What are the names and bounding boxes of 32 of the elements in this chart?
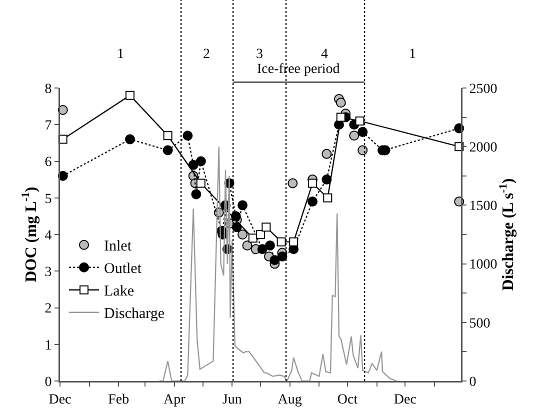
legend-label: Outlet (104, 261, 142, 278)
y2-tick-label: 1000 (469, 258, 498, 273)
y-tick-label: 6 (44, 155, 52, 170)
legend-label: Inlet (104, 238, 132, 255)
y-tick-label: 7 (44, 118, 52, 134)
x-tick-label: Aug (278, 392, 302, 408)
y-tick-label: 3 (44, 265, 52, 280)
text: 2 (203, 47, 210, 62)
y-tick-label: 0 (44, 374, 52, 390)
y2-tick-label: 2500 (469, 82, 498, 97)
x-tick-label: Feb (108, 392, 130, 408)
legend-label: Discharge (104, 306, 165, 322)
text: 1 (117, 47, 124, 62)
x-tick-label: Dec (394, 392, 416, 408)
x-tick-label: Jun (222, 392, 242, 408)
text: 4 (321, 47, 328, 62)
y2-tick-label: 2000 (469, 140, 498, 156)
text: Ice-free period (257, 62, 340, 77)
y2-tick-label: 0 (469, 374, 476, 390)
x-tick-label: Oct (337, 392, 358, 408)
y2-tick-label: 1500 (469, 199, 498, 214)
y-tick-label: 4 (44, 228, 52, 244)
text: 3 (256, 47, 263, 62)
y-tick-label: 5 (44, 192, 52, 207)
y-tick-label: 8 (44, 82, 52, 97)
x-tick-label: Apr (164, 392, 186, 408)
x-tick-label: Dec (48, 392, 72, 408)
text: 1 (409, 47, 416, 62)
y2-tick-label: 500 (469, 316, 490, 332)
y-tick-label: 2 (44, 302, 52, 317)
legend-label: Lake (104, 284, 134, 300)
y-tick-label: 1 (44, 338, 52, 354)
